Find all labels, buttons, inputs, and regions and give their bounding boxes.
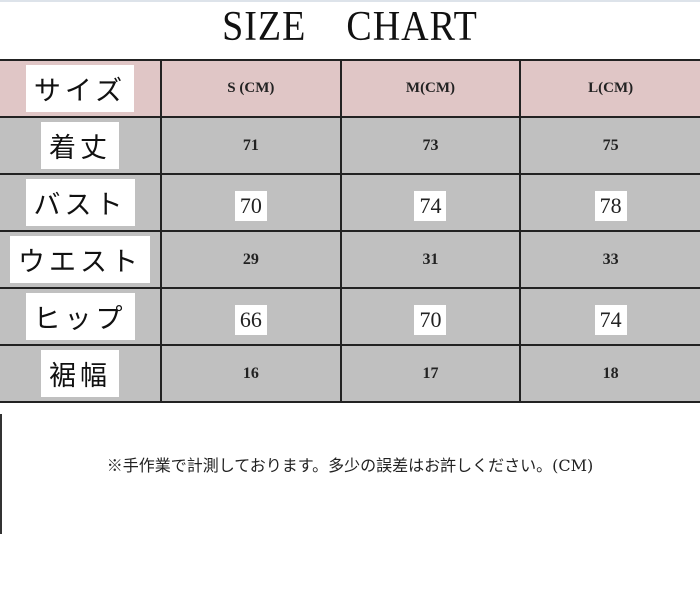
value-cell: 73 [339, 116, 522, 175]
measurement-value: 70 [234, 190, 267, 221]
value-cell: 70 [339, 287, 522, 346]
value-cell: 66 [160, 287, 342, 346]
row-label-cell: 着丈 [0, 116, 162, 175]
value-cell: 74 [339, 173, 522, 232]
table-header-row: サイズ S (CM) M(CM) L(CM) [0, 59, 700, 118]
header-label: サイズ [25, 65, 135, 112]
row-label-cell: 裾幅 [0, 344, 162, 403]
value-cell: 17 [339, 344, 522, 403]
top-border [0, 0, 700, 2]
measurement-value: 31 [422, 250, 439, 268]
value-cell: 33 [519, 230, 700, 289]
row-label-cell: バスト [0, 173, 162, 232]
measurement-value: 70 [414, 304, 447, 335]
measurement-value: 18 [602, 364, 619, 382]
measurement-value: 16 [242, 364, 259, 382]
table-row: 着丈 71 73 75 [0, 116, 700, 175]
measurement-value: 74 [594, 304, 627, 335]
measurement-value: 71 [242, 136, 259, 154]
measurement-note: ※手作業で計測しております。多少の誤差はお許しください。(CM) [106, 456, 594, 475]
size-chart-table: サイズ S (CM) M(CM) L(CM) 着丈 71 73 75 バスト 70 74 78… [0, 59, 700, 403]
measurement-value: 17 [422, 364, 439, 382]
title-word-chart: CHART [346, 3, 478, 50]
value-cell: 70 [160, 173, 342, 232]
row-label: 着丈 [41, 122, 119, 169]
header-label-cell: サイズ [0, 59, 162, 118]
measurement-value: 33 [602, 250, 619, 268]
value-cell: 31 [339, 230, 522, 289]
row-label-cell: ウエスト [0, 230, 162, 289]
table-row: 裾幅 16 17 18 [0, 344, 700, 403]
page-title: SIZE CHART [0, 0, 700, 63]
value-cell: 71 [160, 116, 342, 175]
column-header: S (CM) [160, 59, 342, 118]
measurement-value: 74 [414, 190, 447, 221]
value-cell: 74 [519, 287, 700, 346]
value-cell: 29 [160, 230, 342, 289]
table-row: ヒップ 66 70 74 [0, 287, 700, 346]
row-label: バスト [25, 179, 135, 226]
value-cell: 16 [160, 344, 342, 403]
row-label: ヒップ [25, 293, 135, 340]
value-cell: 78 [519, 173, 700, 232]
row-label-cell: ヒップ [0, 287, 162, 346]
measurement-value: 78 [594, 190, 627, 221]
left-border [0, 414, 2, 534]
table-row: ウエスト 29 31 33 [0, 230, 700, 289]
table-row: バスト 70 74 78 [0, 173, 700, 232]
value-cell: 18 [519, 344, 700, 403]
column-header: L(CM) [519, 59, 700, 118]
title-word-size: SIZE [222, 3, 307, 50]
measurement-value: 73 [422, 136, 439, 154]
column-header: M(CM) [339, 59, 522, 118]
row-label: ウエスト [10, 236, 150, 283]
measurement-value: 75 [602, 136, 619, 154]
row-label: 裾幅 [41, 350, 119, 397]
value-cell: 75 [519, 116, 700, 175]
measurement-value: 66 [234, 304, 267, 335]
measurement-value: 29 [242, 250, 259, 268]
